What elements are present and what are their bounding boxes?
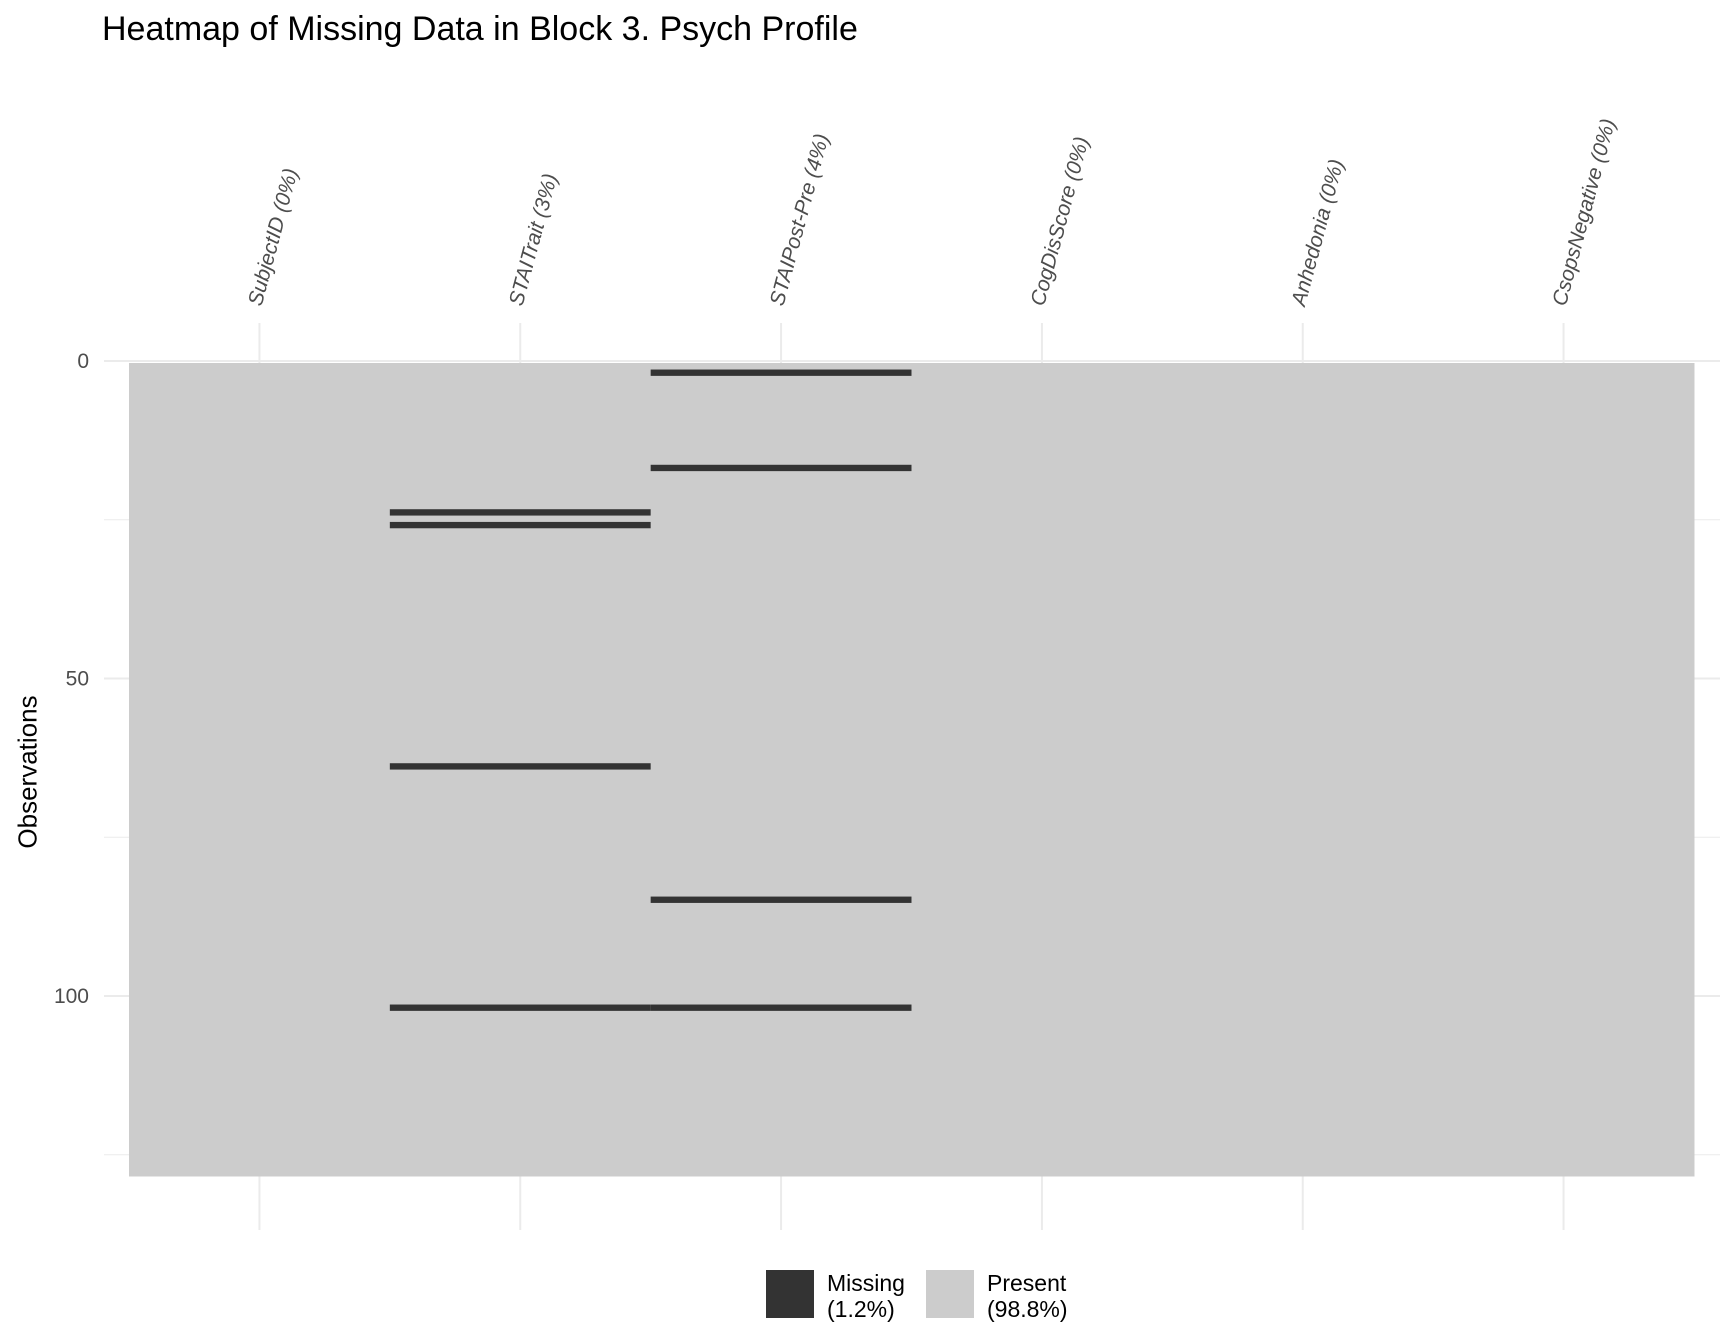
- legend-missing-percent: (1.2%): [827, 1296, 895, 1322]
- x-column-label: Anhedonia (0%): [1287, 157, 1349, 310]
- present-tile: [389, 363, 652, 1177]
- legend-label-present: Present (98.8%): [987, 1270, 1068, 1322]
- x-column-label: CogDisScore (0%): [1027, 134, 1094, 308]
- missing-cell: [389, 1004, 651, 1011]
- legend-key-present: [926, 1270, 974, 1318]
- y-tick-label: 50: [66, 668, 89, 691]
- missing-cell: [650, 464, 912, 472]
- present-tile: [1172, 363, 1434, 1177]
- legend-missing-text: Missing: [827, 1270, 905, 1296]
- present-tile: [1433, 363, 1695, 1177]
- missing-cell: [389, 521, 651, 529]
- x-column-label: STAITrait (3%): [505, 171, 562, 308]
- x-column-label: CsopsNegative (0%): [1548, 116, 1620, 308]
- missing-cell: [389, 763, 651, 770]
- present-tile: [650, 363, 912, 1177]
- legend-label-missing: Missing (1.2%): [827, 1270, 905, 1322]
- legend-key-missing: [766, 1270, 814, 1318]
- present-tile: [129, 363, 391, 1177]
- y-tick-label: 0: [77, 350, 89, 373]
- missing-cell: [650, 896, 912, 903]
- x-column-label: SubjectID (0%): [244, 166, 303, 308]
- legend-present-text: Present: [987, 1270, 1067, 1296]
- missing-cell: [389, 509, 651, 516]
- legend-present-percent: (98.8%): [987, 1296, 1068, 1322]
- y-tick-label: 100: [54, 985, 89, 1008]
- missing-cell: [650, 1004, 912, 1011]
- present-tile: [911, 363, 1173, 1177]
- x-column-label: STAIPost-Pre (4%): [766, 131, 834, 308]
- chart-title: Heatmap of Missing Data in Block 3. Psyc…: [102, 10, 858, 48]
- missing-cell: [650, 369, 912, 376]
